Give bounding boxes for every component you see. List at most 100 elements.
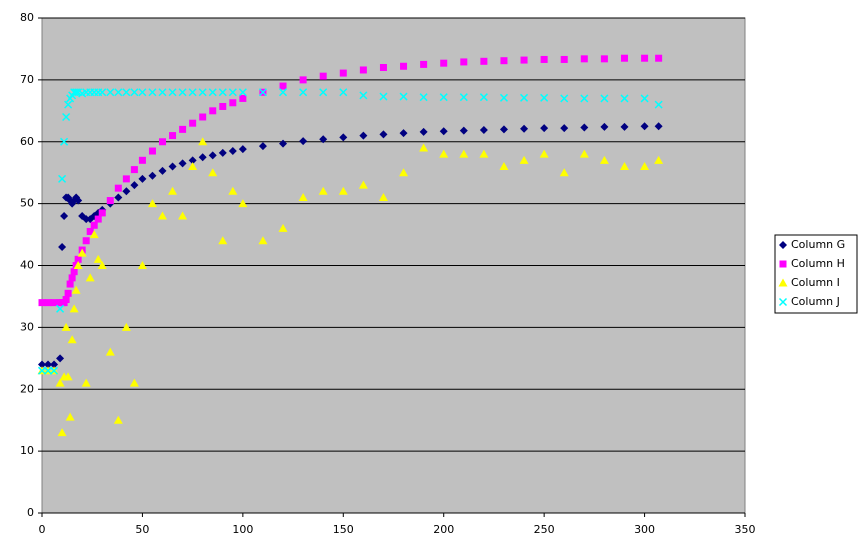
point — [580, 55, 588, 63]
point — [82, 215, 91, 224]
point — [559, 168, 569, 177]
point — [158, 166, 167, 175]
point — [339, 69, 347, 77]
point — [38, 360, 46, 369]
y-tick-label: 50 — [20, 197, 34, 210]
point — [400, 62, 408, 70]
point — [338, 186, 348, 195]
point — [122, 187, 131, 196]
y-tick-label: 30 — [20, 320, 34, 333]
point — [188, 156, 197, 165]
point — [158, 88, 167, 97]
point — [137, 261, 147, 269]
point — [209, 107, 217, 115]
point — [238, 145, 247, 154]
point — [318, 186, 328, 195]
point — [179, 125, 187, 133]
point — [105, 347, 115, 356]
point — [159, 138, 167, 146]
point — [258, 236, 268, 245]
point — [69, 304, 79, 313]
point — [219, 102, 227, 110]
point — [539, 149, 549, 158]
point — [359, 91, 368, 100]
point — [43, 366, 53, 375]
point — [130, 88, 139, 97]
point — [600, 55, 608, 63]
point — [359, 66, 367, 74]
legend-label: Column H — [791, 257, 845, 270]
point — [86, 227, 94, 235]
y-tick-label: 20 — [20, 382, 34, 395]
point — [208, 151, 217, 160]
point — [654, 122, 663, 131]
point — [106, 88, 115, 97]
point — [130, 166, 138, 174]
point — [62, 296, 70, 304]
point — [278, 88, 288, 97]
point — [479, 149, 489, 158]
point — [479, 125, 488, 134]
point — [655, 54, 663, 62]
point — [77, 248, 87, 257]
point — [70, 268, 78, 276]
point — [73, 261, 83, 269]
point — [178, 88, 187, 97]
point — [90, 221, 98, 229]
point — [620, 94, 629, 103]
point — [44, 360, 53, 369]
point — [50, 360, 59, 369]
point — [81, 378, 91, 387]
x-tick-label: 50 — [135, 523, 149, 536]
point — [188, 88, 197, 97]
point — [60, 137, 69, 146]
point — [63, 372, 73, 381]
point — [65, 412, 75, 421]
point — [279, 139, 288, 148]
point — [228, 88, 237, 97]
point — [620, 54, 628, 62]
point — [359, 131, 368, 140]
point — [279, 82, 287, 90]
y-tick-label: 80 — [20, 11, 34, 24]
point — [74, 255, 82, 263]
point — [198, 88, 207, 97]
point — [640, 122, 649, 131]
legend-marker — [779, 241, 787, 249]
x-tick-label: 250 — [534, 523, 555, 536]
point — [106, 197, 114, 205]
point — [419, 127, 428, 136]
point — [66, 280, 74, 288]
point — [68, 274, 76, 282]
point — [85, 273, 95, 282]
point — [74, 196, 83, 205]
point — [540, 55, 548, 63]
legend-marker — [779, 260, 787, 268]
point — [56, 304, 65, 313]
point — [64, 289, 72, 297]
point — [168, 162, 177, 171]
point — [169, 132, 177, 140]
point — [459, 93, 468, 102]
point — [520, 124, 529, 133]
point — [519, 155, 529, 164]
point — [38, 299, 46, 307]
point — [64, 100, 73, 109]
point — [560, 55, 568, 63]
point — [641, 54, 649, 62]
point — [56, 354, 65, 363]
point — [138, 88, 147, 97]
point — [319, 88, 328, 97]
x-tick-label: 200 — [433, 523, 454, 536]
point — [480, 57, 488, 65]
point — [540, 124, 549, 133]
point — [188, 162, 198, 170]
point — [148, 88, 157, 97]
point — [62, 112, 71, 122]
y-tick-label: 40 — [20, 259, 34, 272]
point — [89, 230, 99, 239]
point — [114, 193, 123, 202]
point — [208, 168, 218, 177]
point — [600, 94, 609, 103]
point — [94, 215, 102, 223]
